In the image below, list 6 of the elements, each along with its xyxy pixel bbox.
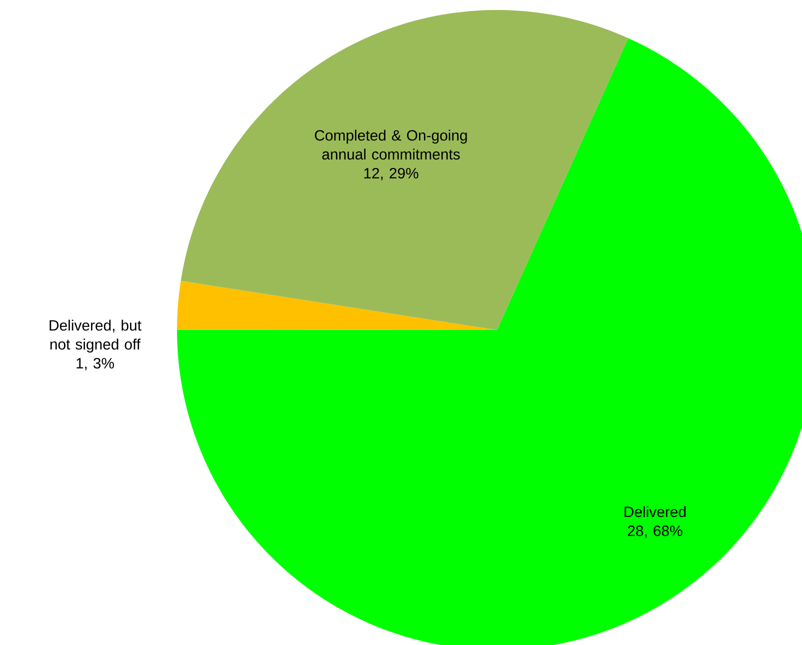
data-label: 1, 3% bbox=[76, 358, 114, 370]
slice-label: Delivered, but not signed off bbox=[50, 320, 142, 353]
slice-label: Completed & On-going annual commitments bbox=[314, 130, 467, 160]
data-label: 28, 68% bbox=[628, 525, 682, 538]
data-label: 12, 29% bbox=[364, 168, 418, 180]
slice-label: Delivered bbox=[624, 506, 686, 518]
